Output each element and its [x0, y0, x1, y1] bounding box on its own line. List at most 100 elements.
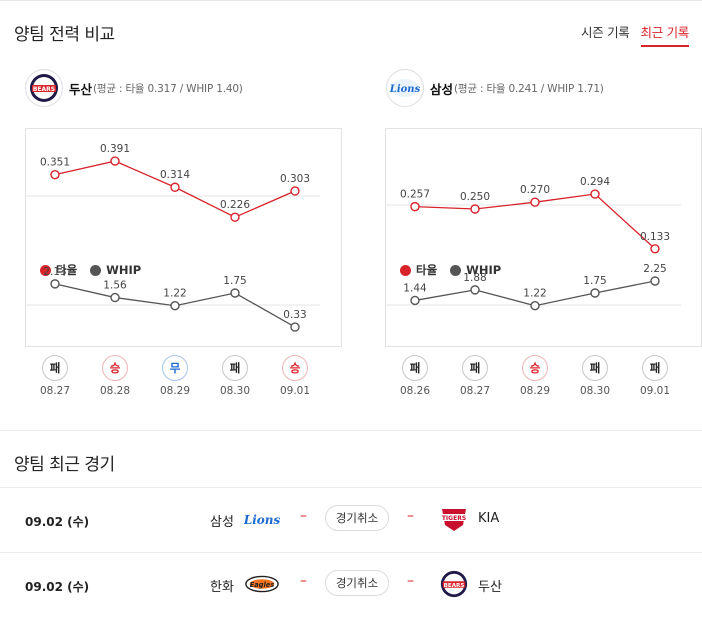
doosan-bears-logo: BEARS — [25, 69, 63, 107]
team-header-doosan: BEARS 두산 (평균 : 타율 0.317 / WHIP 1.40) — [25, 69, 243, 107]
whip-data-label: 2.13 — [43, 266, 66, 278]
whip-point — [410, 295, 420, 306]
whip-data-label: 1.75 — [583, 275, 606, 287]
avg-point — [230, 212, 240, 222]
red-dot-icon — [40, 264, 51, 276]
row-divider — [0, 487, 702, 488]
game-result-badge: 승 — [522, 355, 548, 381]
game-date-label: 08.29 — [519, 385, 551, 397]
game-result-badge: 무 — [162, 355, 188, 381]
separator-dash: – — [407, 573, 414, 589]
avg-point — [470, 204, 480, 214]
avg-data-label: 0.294 — [580, 176, 610, 188]
whip-point — [50, 279, 60, 289]
legend-avg-label: 타율 — [416, 263, 438, 277]
samsung-lions-logo: Lions — [386, 69, 424, 107]
legend-whip: WHIP — [450, 263, 501, 277]
chart-legend: 타율 WHIP — [40, 262, 154, 278]
team-name: 두산 — [69, 81, 93, 97]
game-result-badge: 패 — [642, 355, 668, 381]
avg-data-label: 0.303 — [280, 173, 310, 185]
avg-data-label: 0.351 — [40, 157, 70, 169]
top-border — [0, 0, 702, 1]
whip-data-label: 1.75 — [223, 275, 246, 287]
whip-point — [650, 276, 660, 286]
svg-text:Lions: Lions — [389, 84, 421, 95]
gray-dot-icon — [90, 264, 102, 276]
record-tabs: 시즌 기록 최근 기록 — [581, 22, 689, 47]
avg-data-label: 0.257 — [400, 189, 430, 201]
whip-point — [230, 288, 240, 298]
hanwha-eagles-logo: Eagles — [244, 569, 280, 599]
whip-point — [290, 322, 300, 332]
game-status-badge: 경기취소 — [325, 505, 389, 531]
samsung-lions-logo: Lions — [244, 504, 280, 534]
avg-data-label: 0.270 — [520, 184, 550, 196]
whip-point — [590, 288, 600, 298]
svg-text:BEARS: BEARS — [33, 86, 55, 93]
game-result-badge: 승 — [102, 355, 128, 381]
whip-data-label: 1.56 — [103, 280, 127, 292]
game-date-label: 08.26 — [399, 385, 431, 397]
red-dot-icon — [400, 264, 411, 276]
whip-data-label: 1.88 — [463, 272, 486, 284]
game-date-label: 08.29 — [159, 385, 191, 397]
avg-data-label: 0.314 — [160, 169, 190, 181]
avg-point — [170, 182, 180, 192]
legend-avg: 타율 — [400, 262, 437, 278]
svg-text:BEARS: BEARS — [444, 583, 465, 589]
avg-data-label: 0.391 — [100, 143, 130, 155]
game-date-label: 08.27 — [39, 385, 71, 397]
team-average-stats: (평균 : 타율 0.317 / WHIP 1.40) — [93, 82, 243, 95]
whip-data-label: 0.33 — [283, 309, 306, 321]
game-date-label: 09.01 — [639, 385, 671, 397]
chart-legend: 타율 WHIP — [400, 262, 514, 278]
svg-text:Eagles: Eagles — [250, 581, 275, 589]
tab-season-record[interactable]: 시즌 기록 — [581, 25, 630, 40]
legend-whip: WHIP — [90, 263, 141, 277]
svg-text:TIGERS: TIGERS — [442, 515, 466, 522]
legend-whip-label: WHIP — [106, 263, 142, 277]
away-team-name: KIA — [478, 511, 500, 526]
team-header-samsung: Lions 삼성 (평균 : 타율 0.241 / WHIP 1.71) — [386, 69, 604, 107]
game-row[interactable]: 09.02 (수) 한화 Eagles – 경기취소 – BEARS 두산 — [0, 553, 702, 617]
row-divider — [0, 552, 702, 553]
comparison-title: 양팀 전력 비교 — [14, 25, 115, 45]
game-date-label: 09.01 — [279, 385, 311, 397]
whip-data-label: 1.22 — [163, 288, 186, 300]
avg-point — [290, 186, 300, 196]
game-row[interactable]: 09.02 (수) 삼성 Lions – 경기취소 – TIGERS KIA — [0, 488, 702, 552]
legend-whip-label: WHIP — [466, 263, 502, 277]
avg-data-label: 0.226 — [220, 199, 250, 211]
tab-recent-record[interactable]: 최근 기록 — [640, 22, 689, 47]
section-divider — [0, 430, 702, 431]
game-date: 09.02 (수) — [25, 515, 90, 529]
svg-text:Lions: Lions — [244, 513, 280, 527]
chart-panel-doosan: 타율 WHIP — [25, 128, 342, 347]
game-result-badge: 패 — [462, 355, 488, 381]
avg-point — [530, 197, 540, 207]
legend-avg-label: 타율 — [56, 263, 78, 277]
game-result-badge: 패 — [222, 355, 248, 381]
game-result-badge: 승 — [282, 355, 308, 381]
whip-data-label: 1.44 — [403, 282, 427, 294]
avg-point — [650, 244, 660, 254]
whip-point — [530, 301, 540, 311]
recent-games-title: 양팀 최근 경기 — [14, 455, 115, 475]
home-team-name: 한화 — [210, 580, 234, 595]
game-date: 09.02 (수) — [25, 580, 90, 594]
avg-point — [50, 169, 60, 180]
kia-tigers-logo: TIGERS — [436, 504, 472, 534]
line-charts: 0.351 0.391 0.314 0.226 0.303 2.13 1.56 1.22 1.7… — [25, 143, 681, 332]
avg-point — [110, 156, 120, 166]
game-result-badge: 패 — [582, 355, 608, 381]
separator-dash: – — [300, 508, 307, 524]
avg-point — [590, 189, 600, 199]
game-date-label: 08.27 — [459, 385, 491, 397]
game-date-label: 08.28 — [99, 385, 131, 397]
game-status-badge: 경기취소 — [325, 570, 389, 596]
whip-data-label: 2.25 — [643, 263, 666, 275]
team-name: 삼성 — [430, 81, 454, 97]
game-result-badge: 패 — [402, 355, 428, 381]
whip-data-label: 1.22 — [523, 288, 546, 300]
